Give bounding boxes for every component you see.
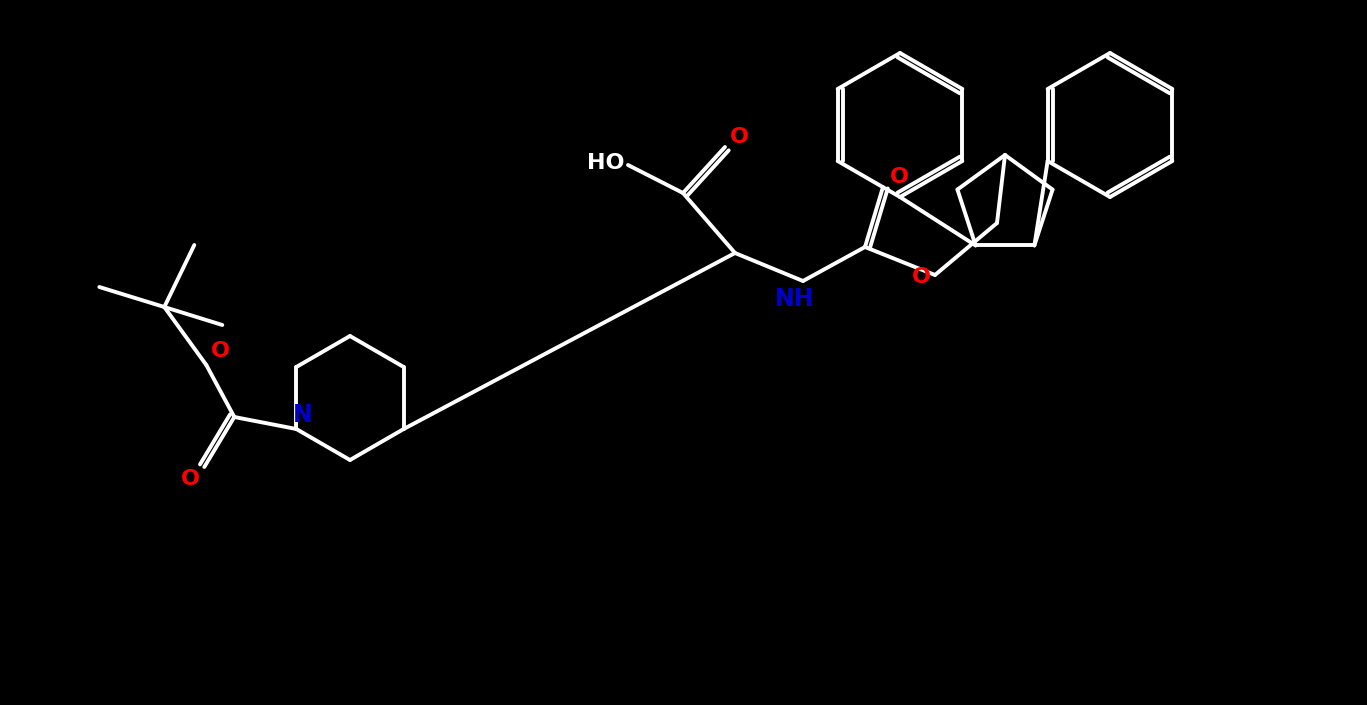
Text: NH: NH: [775, 287, 815, 311]
Text: N: N: [293, 403, 312, 427]
Text: O: O: [912, 267, 931, 287]
Text: O: O: [211, 341, 230, 361]
Text: O: O: [890, 167, 909, 187]
Text: HO: HO: [588, 153, 625, 173]
Text: O: O: [730, 127, 749, 147]
Text: O: O: [180, 469, 200, 489]
